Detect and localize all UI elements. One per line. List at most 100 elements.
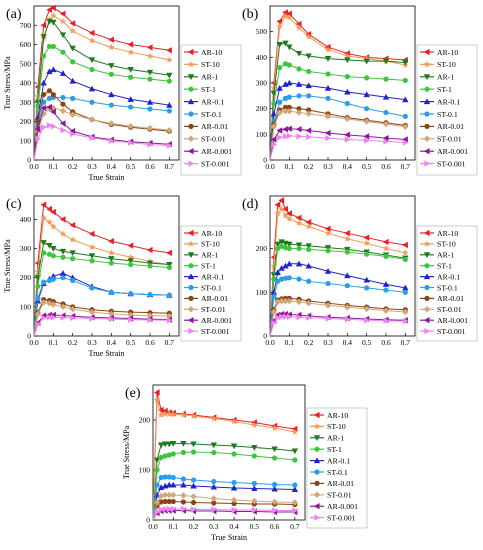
legend-marker [188, 284, 194, 291]
legend-label: AR-0.1 [327, 456, 350, 465]
data-point [344, 73, 350, 80]
data-point [344, 249, 350, 255]
data-point [108, 238, 114, 245]
x-tick-label: 0.6 [145, 162, 155, 171]
data-point [402, 256, 408, 263]
data-point [210, 414, 218, 422]
legend-label: AR-0.001 [327, 502, 358, 511]
data-point [162, 505, 169, 513]
data-point [306, 278, 312, 284]
legend-marker [424, 327, 431, 335]
data-point [344, 283, 350, 289]
legend-marker [313, 457, 321, 464]
data-point [275, 245, 281, 252]
data-point [49, 12, 57, 19]
legend-label: ST-10 [327, 422, 346, 431]
data-point [325, 71, 331, 77]
data-point [69, 20, 76, 27]
legend-box [416, 44, 478, 176]
data-point [402, 284, 409, 291]
data-point [50, 66, 57, 73]
data-point [41, 279, 47, 285]
series-st-0-01 [269, 108, 409, 161]
y-tick-label: 100 [256, 130, 268, 139]
data-point [286, 275, 292, 281]
series-st-10 [269, 205, 409, 337]
legend-label: AR-0.1 [201, 97, 224, 106]
data-point [127, 242, 134, 249]
series-st-1 [269, 61, 408, 161]
data-point [190, 499, 197, 506]
x-tick-label: 0.4 [107, 338, 117, 347]
data-point [128, 291, 134, 297]
data-point [146, 44, 153, 51]
data-point [59, 270, 67, 276]
data-point [295, 214, 302, 222]
data-point [180, 481, 187, 488]
data-point [166, 47, 172, 54]
data-point [108, 137, 115, 144]
legend-marker [313, 503, 320, 510]
y-tick-label: 300 [20, 98, 32, 107]
legend-marker [423, 229, 430, 237]
legend-label: ST-0.1 [201, 283, 222, 292]
data-point [41, 53, 47, 59]
series-ar-0-1 [269, 260, 409, 337]
data-point [364, 75, 370, 81]
chart-panel: (e) 0.0 0.1 0.2 0.3 0.4 0.5 0.6 0.7 0 100 200 True S… [122, 384, 368, 542]
data-point [231, 506, 238, 514]
panel-label: (e) [125, 386, 141, 401]
data-point [89, 134, 96, 142]
legend-marker [423, 317, 430, 324]
data-point [364, 317, 370, 324]
x-tick-label: 0.2 [68, 338, 78, 347]
legend-label: ST-0.001 [327, 513, 356, 522]
data-point [251, 480, 257, 487]
legend-label: ST-0.1 [437, 283, 458, 292]
legend-label: AR-0.1 [437, 272, 460, 281]
data-point [69, 27, 77, 34]
legend-marker [188, 327, 195, 335]
y-tick-label: 500 [20, 59, 32, 68]
legend-label: ST-0.1 [437, 110, 458, 119]
data-point [270, 136, 277, 143]
data-point [50, 245, 57, 252]
data-point [190, 493, 197, 500]
data-point [59, 230, 67, 237]
data-point [46, 122, 53, 129]
data-point [231, 479, 237, 486]
legend-marker [424, 123, 430, 129]
data-point [344, 229, 350, 237]
data-point [128, 139, 134, 146]
legend-label: AR-0.01 [201, 294, 228, 303]
data-point [147, 141, 154, 148]
legend-marker [313, 422, 321, 430]
legend-label: ST-1 [201, 262, 216, 271]
data-point [271, 276, 277, 282]
data-point [40, 214, 48, 221]
legend-label: ST-1 [201, 85, 216, 94]
x-tick-label: 0.6 [145, 338, 155, 347]
legend-marker [187, 48, 194, 56]
data-point [363, 55, 371, 62]
series-line [33, 216, 170, 337]
data-point [270, 289, 278, 295]
data-point [296, 313, 303, 321]
data-point [382, 244, 390, 252]
data-point [295, 219, 303, 227]
legend-label: AR-0.01 [201, 122, 228, 131]
data-point [271, 424, 279, 431]
data-point [286, 104, 292, 110]
y-tick-label: 100 [256, 288, 268, 297]
data-point [230, 417, 238, 425]
data-point [180, 492, 187, 499]
data-point [324, 46, 332, 53]
legend-marker [423, 306, 431, 313]
data-point [161, 491, 169, 499]
data-point [88, 85, 96, 92]
data-point [40, 34, 47, 40]
legend-label: ST-1 [437, 85, 452, 94]
data-point [325, 248, 331, 254]
data-point [50, 91, 56, 98]
y-tick-label: 400 [20, 79, 32, 88]
